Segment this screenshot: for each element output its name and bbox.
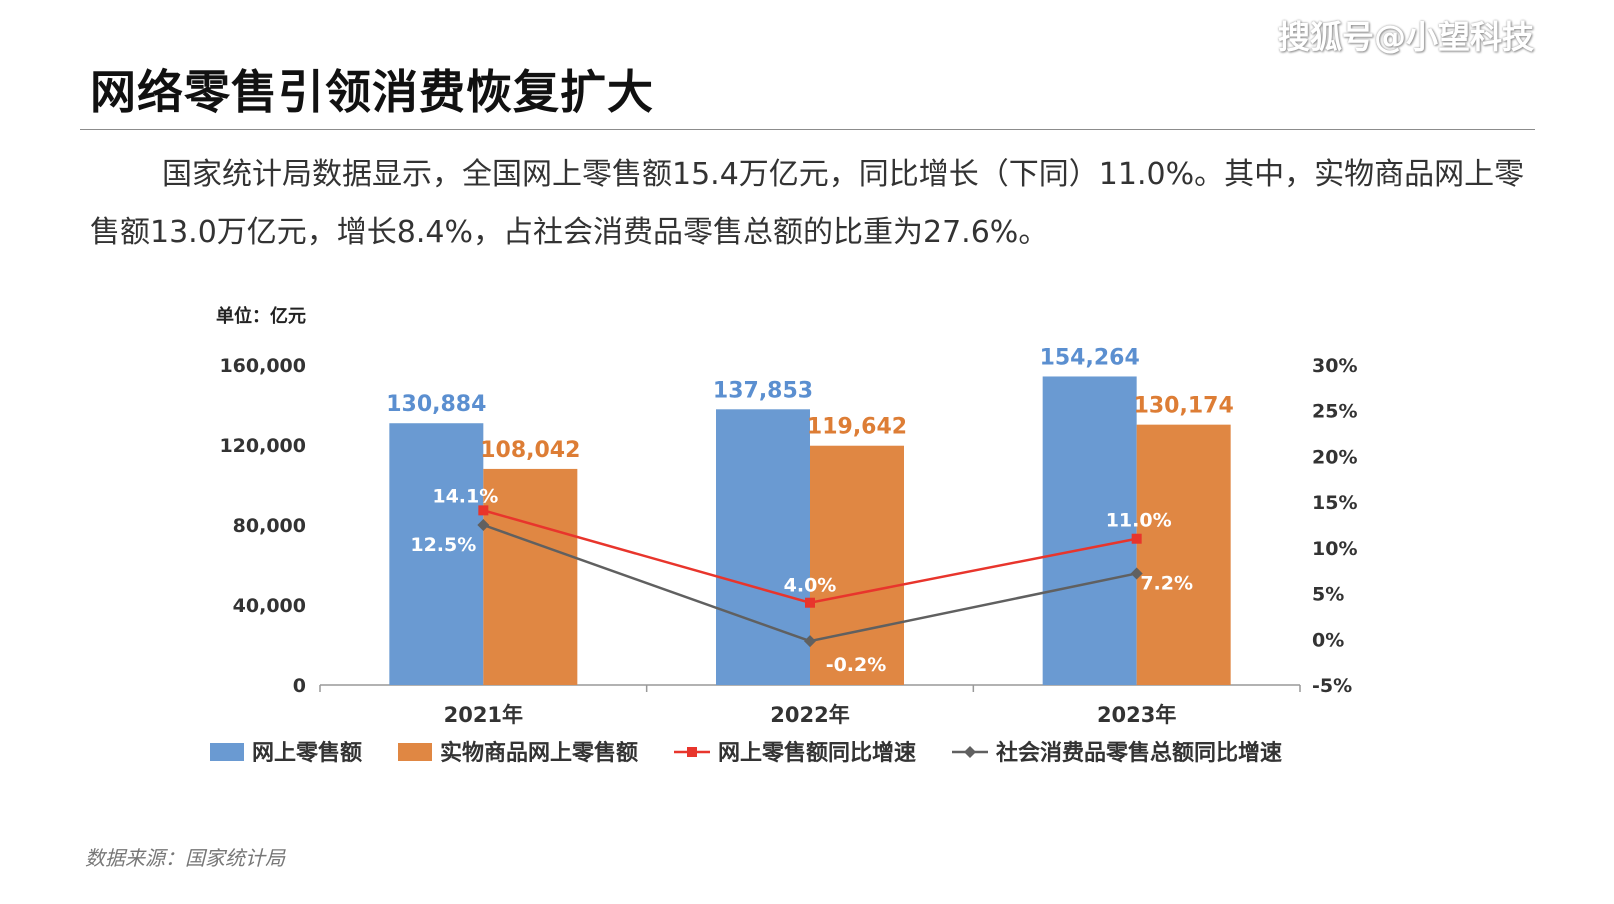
bar-value-label: 130,174 <box>1134 394 1234 419</box>
legend-swatch-bar <box>210 743 244 761</box>
line-value-label: 12.5% <box>410 534 476 556</box>
right-axis-tick-label: 30% <box>1312 355 1357 377</box>
bar-physical-goods <box>810 445 904 685</box>
watermark: 搜狐号@小望科技 <box>1277 18 1534 56</box>
line-value-label: -0.2% <box>826 654 887 676</box>
line-value-label: 11.0% <box>1106 510 1172 532</box>
legend-swatch-bar <box>398 743 432 761</box>
legend-label: 网上零售额 <box>252 740 362 766</box>
bar-value-label: 154,264 <box>1040 345 1140 370</box>
page-title: 网络零售引领消费恢复扩大 <box>90 65 654 119</box>
legend-label: 实物商品网上零售额 <box>440 740 638 766</box>
right-axis-tick-label: 5% <box>1312 584 1344 606</box>
bar-value-label: 119,642 <box>807 415 907 440</box>
line-marker-diamond <box>804 635 816 648</box>
category-label: 2022年 <box>770 703 849 727</box>
right-axis-tick-label: -5% <box>1312 675 1352 697</box>
right-axis-tick-label: 25% <box>1312 401 1357 423</box>
data-source-note: 数据来源：国家统计局 <box>85 846 285 870</box>
title-divider <box>80 129 1535 130</box>
bar-physical-goods <box>483 468 578 685</box>
legend-label: 网上零售额同比增速 <box>718 740 916 766</box>
bar-online-retail <box>1042 376 1137 685</box>
line-marker-square <box>478 505 489 516</box>
left-axis-tick-label: 80,000 <box>233 515 306 537</box>
line-value-label: 7.2% <box>1140 572 1193 594</box>
legend-label: 社会消费品零售总额同比增速 <box>996 740 1282 766</box>
chart-container: 单位：亿元 0 40,000 80,000 120,000 160,000 -5% 0% 5% 1… <box>0 300 1614 840</box>
line-marker-square <box>805 597 815 608</box>
legend-marker-square <box>687 747 697 757</box>
left-axis-tick-label: 40,000 <box>233 595 306 617</box>
line-value-label: 14.1% <box>432 485 498 507</box>
line-marker-diamond <box>477 519 490 531</box>
bar-value-label: 108,042 <box>480 438 580 463</box>
line-marker-square <box>1131 533 1142 544</box>
category-label: 2021年 <box>444 703 523 727</box>
bar-physical-goods <box>1136 424 1231 685</box>
unit-label: 单位：亿元 <box>216 305 306 327</box>
right-axis-tick-label: 0% <box>1312 629 1344 651</box>
left-axis-tick-label: 0 <box>293 675 306 697</box>
bar-online-retail <box>389 423 484 685</box>
right-axis-tick-label: 15% <box>1312 492 1357 514</box>
line-value-label: 4.0% <box>784 575 837 597</box>
legend-marker-diamond <box>964 746 976 758</box>
left-axis-tick-label: 160,000 <box>219 355 306 377</box>
right-axis-tick-label: 10% <box>1312 538 1357 560</box>
summary-paragraph: 国家统计局数据显示，全国网上零售额15.4万亿元，同比增长（下同）11.0%。其… <box>90 157 1525 250</box>
bar-value-label: 137,853 <box>713 378 813 403</box>
left-axis-tick-label: 120,000 <box>219 435 306 457</box>
line-marker-diamond <box>1130 567 1143 580</box>
category-label: 2023年 <box>1097 703 1176 727</box>
bar-value-label: 130,884 <box>386 392 486 417</box>
combo-chart: 单位：亿元 0 40,000 80,000 120,000 160,000 -5% 0% 5% 1… <box>210 305 1357 766</box>
bar-online-retail <box>716 409 810 685</box>
right-axis-tick-label: 20% <box>1312 446 1357 468</box>
